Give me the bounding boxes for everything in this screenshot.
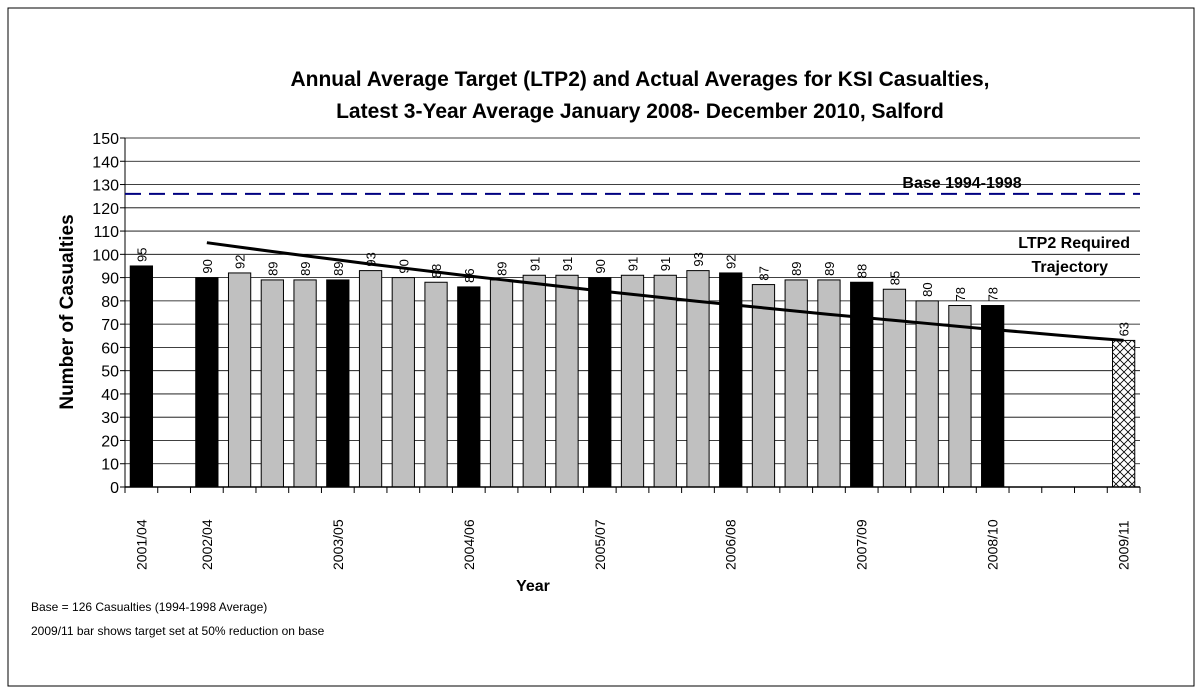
data-label: 80 — [920, 282, 935, 296]
x-tick-label: 2009/11 — [1116, 520, 1132, 570]
y-tick-label: 40 — [101, 387, 119, 404]
y-tick-label: 90 — [101, 271, 119, 288]
y-tick-label: 140 — [92, 154, 119, 171]
bar — [850, 281, 874, 488]
data-label: 93 — [691, 252, 706, 266]
data-label: 91 — [560, 257, 575, 271]
bar — [391, 277, 415, 488]
data-label: 89 — [265, 261, 280, 275]
x-tick-label: 2003/05 — [330, 519, 346, 570]
data-label: 87 — [756, 266, 771, 280]
data-label: 89 — [495, 261, 510, 275]
bar — [522, 274, 546, 488]
y-tick-label: 130 — [92, 178, 119, 195]
y-tick-label: 80 — [101, 294, 119, 311]
data-label: 91 — [626, 257, 641, 271]
bar — [489, 279, 514, 488]
data-label: 90 — [593, 259, 608, 273]
y-tick-label: 50 — [101, 364, 119, 381]
data-label: 89 — [331, 261, 346, 275]
y-tick-label: 120 — [92, 201, 119, 218]
y-tick-label: 0 — [110, 480, 119, 497]
data-label: 89 — [789, 261, 804, 275]
chart-title: Annual Average Target (LTP2) and Actual … — [290, 68, 989, 91]
bar — [751, 284, 776, 488]
data-label: 78 — [986, 287, 1001, 301]
bar — [948, 305, 972, 488]
x-tick-label: 2004/06 — [461, 519, 477, 570]
data-label: 90 — [200, 259, 215, 273]
y-tick-label: 10 — [101, 457, 119, 474]
y-tick-label: 100 — [92, 247, 119, 264]
data-label: 89 — [822, 261, 837, 275]
bar — [293, 279, 317, 488]
data-label: 89 — [298, 261, 313, 275]
bar — [358, 270, 383, 488]
x-tick-label: 2005/07 — [592, 519, 608, 570]
bar — [1111, 339, 1136, 488]
bar — [555, 274, 579, 488]
bar — [260, 279, 284, 488]
bar — [326, 279, 350, 488]
bar — [981, 305, 1005, 488]
x-tick-label: 2007/09 — [854, 519, 870, 570]
x-tick-label: 2002/04 — [199, 519, 215, 570]
y-tick-label: 60 — [101, 340, 119, 357]
data-label: 91 — [658, 257, 673, 271]
bar — [424, 281, 448, 488]
bar — [817, 279, 841, 488]
chart-title: Latest 3-Year Average January 2008- Dece… — [336, 100, 944, 123]
data-label: 92 — [233, 254, 248, 268]
data-label: 91 — [527, 257, 542, 271]
y-tick-label: 30 — [101, 410, 119, 427]
trajectory-line — [206, 241, 1124, 342]
data-label: 88 — [855, 264, 870, 278]
x-tick-label: 2001/04 — [133, 519, 149, 570]
bar — [227, 272, 252, 488]
line-label: Trajectory — [1032, 259, 1109, 276]
bar — [915, 300, 939, 488]
bar — [457, 286, 481, 488]
bar — [129, 265, 154, 488]
data-label: 85 — [887, 271, 902, 285]
data-label: 78 — [953, 287, 968, 301]
x-axis-label: Year — [516, 578, 550, 595]
y-tick-label: 150 — [92, 131, 119, 148]
y-axis-label: Number of Casualties — [57, 214, 78, 409]
y-tick-label: 110 — [93, 224, 119, 241]
reference-label: Base 1994-1998 — [902, 175, 1021, 192]
bar — [588, 277, 612, 488]
y-tick-label: 70 — [101, 317, 119, 334]
y-tick-label: 20 — [101, 433, 119, 450]
bar — [620, 274, 645, 488]
data-label: 92 — [724, 254, 739, 268]
bar — [653, 274, 677, 488]
note: Base = 126 Casualties (1994-1998 Average… — [31, 600, 267, 614]
x-tick-label: 2008/10 — [985, 519, 1001, 570]
line-label: LTP2 Required — [1018, 235, 1130, 252]
bar — [195, 277, 219, 488]
note: 2009/11 bar shows target set at 50% redu… — [31, 624, 325, 638]
data-label: 95 — [134, 247, 149, 261]
x-tick-label: 2006/08 — [723, 519, 739, 570]
data-label: 63 — [1117, 322, 1132, 336]
